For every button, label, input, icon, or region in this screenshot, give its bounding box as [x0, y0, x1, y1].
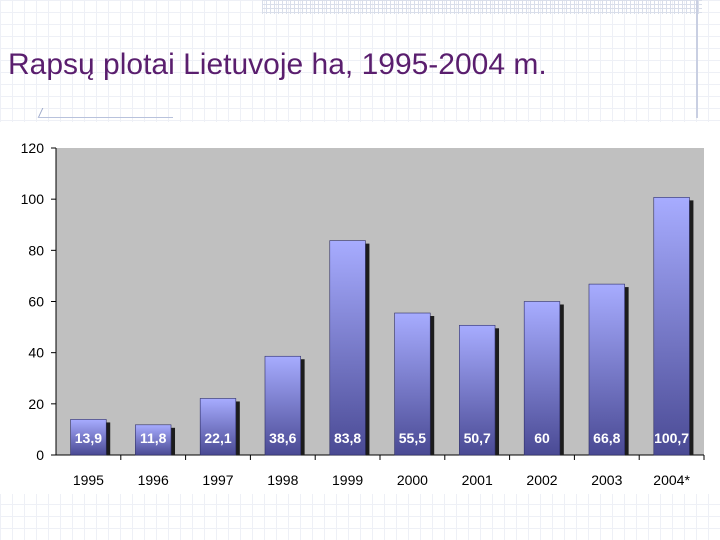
data-label: 38,6 [269, 430, 296, 446]
decorative-line [696, 0, 698, 118]
x-tick-label: 1998 [267, 472, 298, 488]
x-tick-label: 2002 [526, 472, 557, 488]
decorative-underline [38, 117, 173, 118]
x-tick-label: 1997 [202, 472, 233, 488]
chart-container: 0 20 40 60 80 100 120 1995 1996 1997 1998 1999 2000… [0, 122, 720, 494]
y-tick-label: 0 [36, 447, 44, 463]
bar-2004* [653, 197, 690, 456]
bar-2000 [394, 312, 431, 456]
data-label: 83,8 [334, 430, 361, 446]
y-tick-label: 80 [28, 242, 44, 258]
y-tick-label: 20 [28, 396, 44, 412]
data-label: 22,1 [204, 430, 231, 446]
x-tick-label: 1995 [73, 472, 104, 488]
y-tick-label: 40 [28, 345, 44, 361]
bar-chart: 0 20 40 60 80 100 120 1995 1996 1997 1998 1999 2000… [0, 122, 720, 494]
bar-2003 [588, 283, 625, 456]
y-tick-group: 0 20 40 60 80 100 120 [21, 140, 56, 463]
x-tick-group: 1995 1996 1997 1998 1999 2000 2001 2002 2003 2004… [73, 455, 705, 488]
y-tick-label: 100 [21, 191, 45, 207]
slide-title: Rapsų plotai Lietuvoje ha, 1995-2004 m. [8, 48, 547, 81]
bar-2002 [523, 301, 561, 456]
x-tick-label: 2004* [653, 472, 690, 488]
x-tick-label: 2001 [462, 472, 493, 488]
data-label: 55,5 [399, 430, 426, 446]
data-label: 11,8 [140, 430, 167, 446]
y-tick-label: 60 [28, 294, 44, 310]
decorative-band [262, 0, 702, 14]
bar-1997 [199, 398, 237, 456]
bar-2001 [459, 324, 496, 456]
data-label: 60 [534, 430, 550, 446]
data-label: 50,7 [464, 430, 491, 446]
bar-group: 13,9 11,8 22,1 38,6 83,8 55,5 50,7 60 66,8 100,7 [70, 197, 694, 456]
x-tick-label: 2003 [591, 472, 622, 488]
data-label: 13,9 [75, 430, 102, 446]
y-tick-label: 120 [21, 140, 45, 156]
bar-1999 [329, 240, 366, 456]
bar-1995 [70, 419, 107, 456]
x-tick-label: 1999 [332, 472, 363, 488]
x-tick-label: 2000 [397, 472, 428, 488]
data-label: 100,7 [654, 430, 689, 446]
bar-1996 [135, 424, 172, 456]
bar-1998 [264, 355, 301, 456]
data-label: 66,8 [593, 430, 620, 446]
x-tick-label: 1996 [138, 472, 169, 488]
